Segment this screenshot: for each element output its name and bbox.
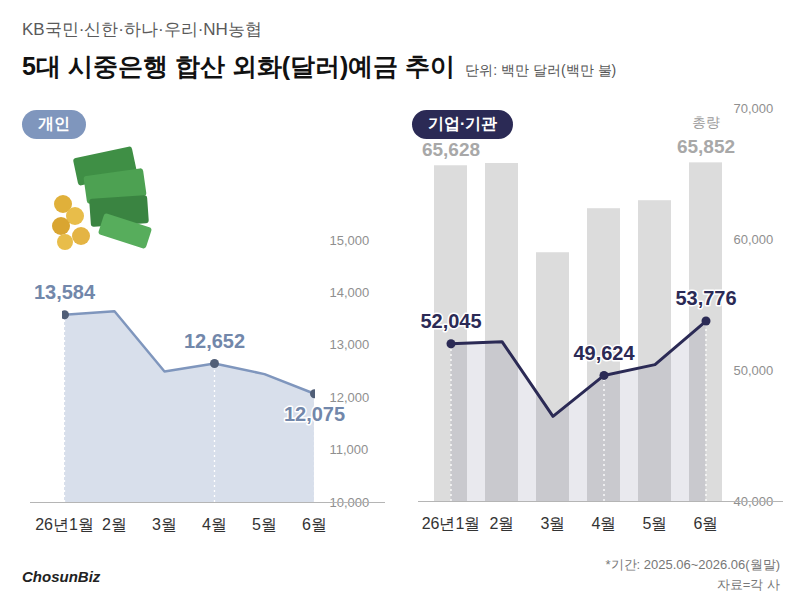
svg-text:4월: 4월: [202, 516, 227, 533]
svg-text:52,045: 52,045: [420, 310, 481, 332]
svg-text:70,000: 70,000: [734, 101, 774, 116]
html-text:ChosunBiz: ChosunBiz: [22, 568, 101, 585]
svg-text:5월: 5월: [252, 516, 277, 533]
svg-text:6월: 6월: [694, 515, 719, 532]
svg-text:10,000: 10,000: [329, 494, 370, 510]
html-text:KB국민·신한·하나·우리·NH농협: KB국민·신한·하나·우리·NH농협: [22, 20, 262, 39]
svg-text:14,000: 14,000: [330, 285, 370, 300]
svg-text:2월: 2월: [102, 516, 127, 533]
svg-text:3월: 3월: [541, 515, 566, 532]
svg-text:26년1월: 26년1월: [422, 515, 481, 532]
svg-text:40,000: 40,000: [733, 493, 774, 509]
svg-text:49,624: 49,624: [573, 342, 635, 364]
svg-text:2월: 2월: [490, 515, 515, 532]
svg-text:26년1월: 26년1월: [35, 516, 94, 533]
svg-text:65,628: 65,628: [422, 139, 480, 160]
svg-text:12,652: 12,652: [184, 330, 245, 352]
svg-text:총량: 총량: [692, 114, 720, 130]
html-text:자료=각 사: 자료=각 사: [716, 577, 780, 592]
html-text:개인: 개인: [38, 115, 70, 132]
svg-text:60,000: 60,000: [734, 232, 774, 247]
svg-text:65,852: 65,852: [677, 136, 735, 157]
html-text:5대 시중은행 합산 외화(달러)예금 추이 단위: 백만: 5대 시중은행 합산 외화(달러)예금 추이 단위: 백만 달러(백만 불): [22, 52, 617, 80]
html-text:기업·기관: 기업·기관: [428, 115, 498, 132]
svg-text:13,000: 13,000: [330, 337, 370, 352]
svg-text:13,584: 13,584: [34, 281, 96, 303]
svg-text:12,075: 12,075: [284, 403, 345, 425]
svg-text:53,776: 53,776: [675, 287, 736, 309]
svg-text:15,000: 15,000: [330, 233, 370, 248]
html-text:*기간: 2025.06~2026.06(월말): *기간: 2025.06~2026.06(월말): [605, 557, 780, 572]
svg-text:6월: 6월: [302, 516, 327, 533]
svg-text:4월: 4월: [592, 515, 617, 532]
svg-text:50,000: 50,000: [734, 363, 774, 378]
svg-text:5월: 5월: [643, 515, 668, 532]
svg-text:3월: 3월: [152, 516, 177, 533]
svg-text:12,000: 12,000: [329, 389, 370, 405]
svg-text:11,000: 11,000: [330, 442, 369, 457]
